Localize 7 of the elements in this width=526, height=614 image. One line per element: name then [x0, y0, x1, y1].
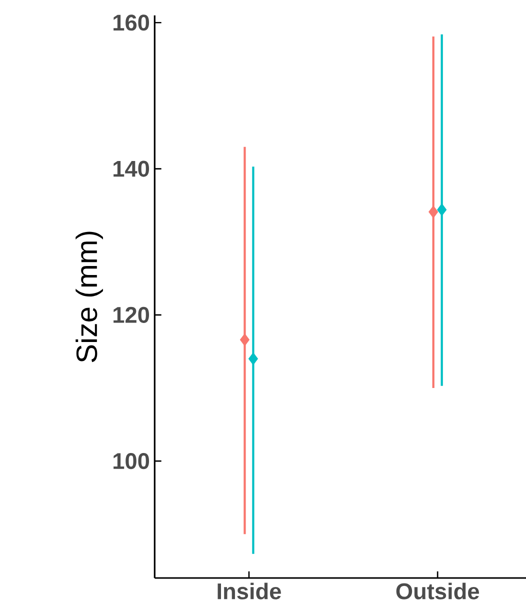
x-tick-label: Outside [396, 582, 480, 600]
y-tick-label: 100 [114, 453, 150, 470]
y-axis-title: Size (mm) [76, 232, 103, 362]
y-tick-label: 120 [114, 306, 150, 323]
y-tick-label: 140 [114, 160, 150, 177]
y-tick-label: 160 [114, 14, 150, 31]
x-tick-label: Inside [218, 582, 281, 600]
